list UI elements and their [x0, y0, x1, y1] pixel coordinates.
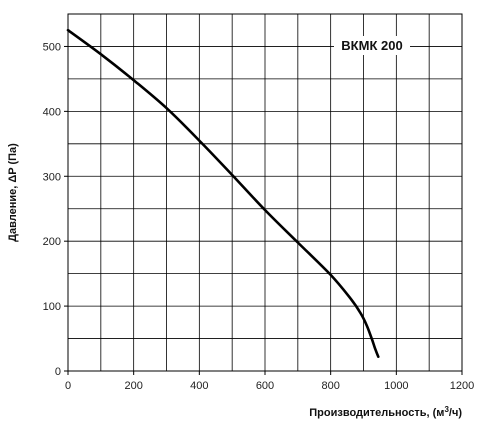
series-line	[66, 28, 380, 358]
y-tick-label: 300	[43, 171, 61, 183]
x-tick-label: 0	[65, 380, 71, 392]
x-tick-label: 400	[190, 380, 208, 392]
x-axis-ticks: 0 200 400 600 800 1000 1200	[65, 371, 474, 392]
x-axis-title: Производительность, (м3/ч)	[309, 405, 462, 419]
y-tick-label: 100	[43, 301, 61, 313]
y-tick-label: 0	[55, 366, 61, 378]
x-tick-label: 1000	[384, 380, 408, 392]
x-tick-label: 1200	[450, 380, 474, 392]
legend-background	[334, 36, 410, 55]
x-axis-title-main: Производительность, (м	[309, 407, 444, 419]
legend-label: ВКМК 200	[341, 38, 402, 53]
y-tick-label: 200	[43, 236, 61, 248]
y-axis-ticks: 0 100 200 300 400 500	[43, 41, 68, 378]
x-tick-label: 200	[124, 380, 142, 392]
x-tick-label: 600	[256, 380, 274, 392]
x-axis-title-sup: 3	[444, 405, 449, 414]
grid	[68, 14, 462, 371]
x-tick-label: 800	[321, 380, 339, 392]
x-axis-title-tail: /ч)	[449, 407, 462, 419]
y-tick-label: 400	[43, 106, 61, 118]
y-tick-label: 500	[43, 41, 61, 53]
y-axis-title: Давление, ΔP (Па)	[7, 143, 19, 242]
